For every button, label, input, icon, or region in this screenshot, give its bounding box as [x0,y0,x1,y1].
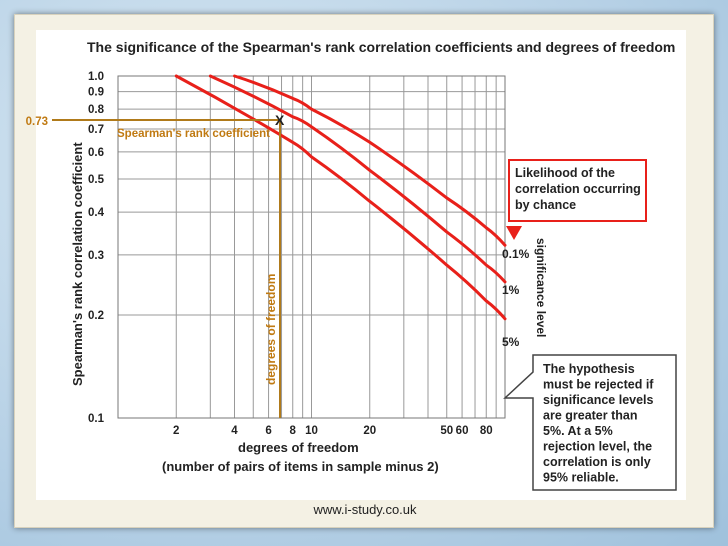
x-tick-label: 8 [290,425,297,437]
dof-label: degrees of freedom [264,274,278,385]
hypothesis-line: The hypothesis [543,362,635,376]
hypothesis-line: are greater than [543,409,637,423]
x-tick-label: 6 [265,425,271,437]
marker-x-symbol: X [275,112,285,128]
hypothesis-callout [503,354,677,491]
y-tick-label: 0.9 [88,87,104,99]
chart-title: The significance of the Spearman's rank … [87,39,675,55]
x-axis-sublabel: (number of pairs of items in sample minu… [162,459,439,474]
ticks-group: 1.0 0.9 0.8 0.7 0.6 0.5 0.4 0.3 0.2 0.1 2 4 6 8 10 20 50… [88,71,493,437]
y-tick-label: 0.7 [88,124,104,136]
hypothesis-line: significance levels [543,393,654,407]
x-tick-label: 60 [456,425,469,437]
y-tick-label: 0.8 [88,104,105,116]
curves-group [174,74,507,321]
hypothesis-line: 5%. At a 5% [543,424,613,438]
x-tick-label: 2 [173,425,179,437]
hypothesis-text: The hypothesis must be rejected ifsignifi… [543,362,654,485]
hypothesis-line: correlation is only [543,455,651,469]
hypothesis-line: 95% reliable. [543,471,619,485]
curve-0-1pct [232,74,507,247]
curve-1pct [208,74,507,284]
hypothesis-line: rejection level, the [543,440,652,454]
y-tick-label: 0.4 [88,207,105,219]
x-tick-label: 20 [363,425,376,437]
x-tick-label: 10 [305,425,318,437]
y-axis-label: Spearman's rank correlation coefficient [70,142,85,386]
likelihood-line: by chance [515,198,576,212]
y-tick-label: 0.3 [88,250,104,262]
marker-y-label: 0.73 [26,116,48,128]
x-tick-label: 80 [480,425,493,437]
y-tick-label: 0.2 [88,310,104,322]
x-tick-label: 4 [231,425,238,437]
x-tick-label: 50 [440,425,453,437]
likelihood-text: Likelihood of the correlation occurring by… [515,166,641,212]
footer-url: www.i-study.co.uk [312,502,417,517]
series-labels: 0.1% 1% 5% [502,247,530,349]
likelihood-box [508,159,647,222]
series-label: 0.1% [502,247,530,261]
y-tick-label: 0.1 [88,413,105,425]
likelihood-line: Likelihood of the [515,166,615,180]
y-tick-label: 0.6 [88,147,104,159]
hypothesis-line: must be rejected if [543,378,654,392]
likelihood-line: correlation occurring [515,182,641,196]
significance-axis-label: significance level [534,238,548,337]
x-axis-label: degrees of freedom [238,440,359,455]
series-label: 1% [502,283,520,297]
y-tick-label: 1.0 [88,71,104,83]
spearman-label: Spearman's rank coefficient [117,128,270,140]
arrow-down-icon [506,226,522,240]
curve-5pct [174,74,507,321]
plot-border [117,75,506,419]
y-tick-label: 0.5 [88,174,105,186]
series-label: 5% [502,335,520,349]
